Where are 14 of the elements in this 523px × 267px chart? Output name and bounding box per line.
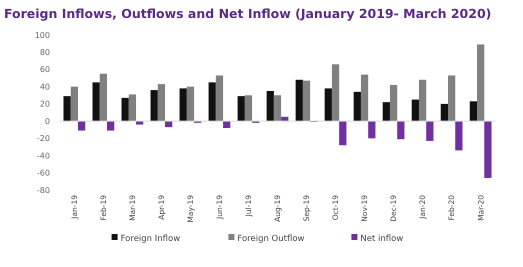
y-tick-label: 0 — [44, 116, 50, 126]
y-tick-label: -20 — [36, 134, 50, 144]
y-tick-label: 100 — [34, 30, 50, 40]
legend-label: Foreign Outflow — [237, 234, 305, 244]
y-tick-label: -80 — [36, 186, 50, 195]
y-tick-label: 20 — [40, 100, 50, 109]
legend-label: Net inflow — [360, 234, 404, 244]
y-tick-label: 60 — [40, 65, 50, 74]
chart-title: Foreign Inflows, Outflows and Net Inflow (January 2019- March 2020) — [4, 6, 492, 21]
y-tick-label: 40 — [40, 82, 50, 92]
y-tick-label: -40 — [36, 151, 50, 160]
y-tick-label: -60 — [36, 168, 50, 178]
legend-label: Foreign Inflow — [120, 234, 180, 244]
y-tick-label: 80 — [40, 48, 50, 58]
